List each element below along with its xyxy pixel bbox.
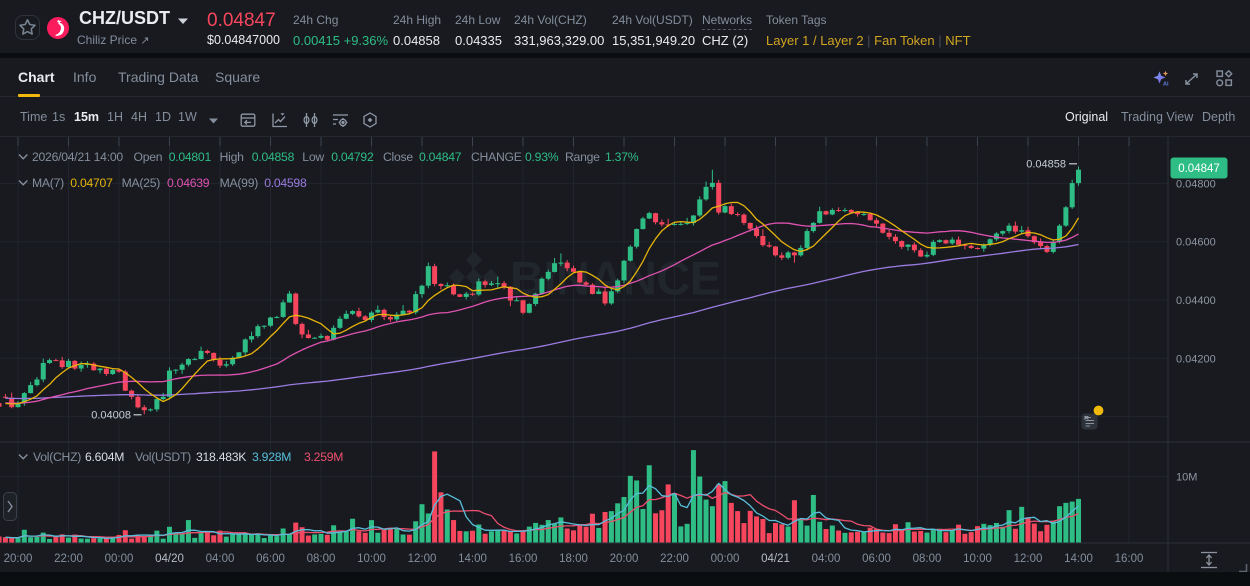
svg-text:0.04008: 0.04008 xyxy=(91,410,131,422)
svg-text:Low: Low xyxy=(302,150,324,164)
svg-text:6.604M: 6.604M xyxy=(85,450,124,464)
svg-text:10:00: 10:00 xyxy=(963,553,992,565)
svg-text:0.04200: 0.04200 xyxy=(1176,353,1216,365)
svg-text:Vol(USDT): Vol(USDT) xyxy=(135,450,191,464)
svg-text:0.04858: 0.04858 xyxy=(252,150,295,164)
svg-text:12:00: 12:00 xyxy=(1014,553,1043,565)
svg-text:14:00: 14:00 xyxy=(1064,553,1093,565)
svg-text:MA(25): MA(25) xyxy=(122,176,161,190)
svg-text:0.04847: 0.04847 xyxy=(419,150,462,164)
svg-text:00:00: 00:00 xyxy=(711,553,740,565)
svg-text:0.04598: 0.04598 xyxy=(264,176,307,190)
svg-text:Range: Range xyxy=(565,150,600,164)
svg-text:0.04707: 0.04707 xyxy=(70,176,113,190)
svg-text:04:00: 04:00 xyxy=(206,553,235,565)
svg-text:04/21: 04/21 xyxy=(761,553,790,565)
svg-text:22:00: 22:00 xyxy=(54,553,83,565)
svg-text:0.04858: 0.04858 xyxy=(1026,159,1066,171)
svg-text:12:00: 12:00 xyxy=(408,553,437,565)
svg-text:14:00: 14:00 xyxy=(458,553,487,565)
svg-text:04:00: 04:00 xyxy=(812,553,841,565)
svg-text:06:00: 06:00 xyxy=(256,553,285,565)
svg-text:0.04639: 0.04639 xyxy=(167,176,210,190)
svg-text:High: High xyxy=(220,150,244,164)
svg-text:18:00: 18:00 xyxy=(559,553,588,565)
svg-text:0.04600: 0.04600 xyxy=(1176,237,1216,249)
svg-text:0.04847: 0.04847 xyxy=(1178,163,1220,175)
svg-text:Vol(CHZ): Vol(CHZ) xyxy=(33,450,81,464)
svg-text:1.37%: 1.37% xyxy=(605,150,639,164)
svg-text:MA(99): MA(99) xyxy=(220,176,259,190)
svg-text:3.928M: 3.928M xyxy=(252,450,291,464)
svg-text:Open: Open xyxy=(134,150,163,164)
svg-text:0.04792: 0.04792 xyxy=(331,150,374,164)
svg-text:08:00: 08:00 xyxy=(913,553,942,565)
svg-text:06:00: 06:00 xyxy=(862,553,891,565)
svg-text:0.04801: 0.04801 xyxy=(169,150,212,164)
svg-text:08:00: 08:00 xyxy=(307,553,336,565)
svg-text:0.04400: 0.04400 xyxy=(1176,295,1216,307)
svg-text:20:00: 20:00 xyxy=(4,553,33,565)
svg-text:318.483K: 318.483K xyxy=(196,450,246,464)
svg-text:CHANGE: CHANGE xyxy=(471,150,522,164)
svg-text:AI: AI xyxy=(1163,81,1169,87)
svg-text:MA(7): MA(7) xyxy=(32,176,64,190)
svg-text:Close: Close xyxy=(383,150,413,164)
svg-text:10:00: 10:00 xyxy=(357,553,386,565)
svg-text:3.259M: 3.259M xyxy=(304,450,343,464)
svg-text:20:00: 20:00 xyxy=(610,553,639,565)
svg-text:00:00: 00:00 xyxy=(105,553,134,565)
svg-text:16:00: 16:00 xyxy=(1115,553,1144,565)
svg-text:0.93%: 0.93% xyxy=(525,150,559,164)
svg-text:22:00: 22:00 xyxy=(660,553,689,565)
svg-text:04/20: 04/20 xyxy=(155,553,184,565)
svg-text:0.04800: 0.04800 xyxy=(1176,178,1216,190)
svg-text:2026/04/21 14:00: 2026/04/21 14:00 xyxy=(32,150,123,164)
svg-text:16:00: 16:00 xyxy=(509,553,538,565)
svg-text:10M: 10M xyxy=(1176,472,1197,484)
